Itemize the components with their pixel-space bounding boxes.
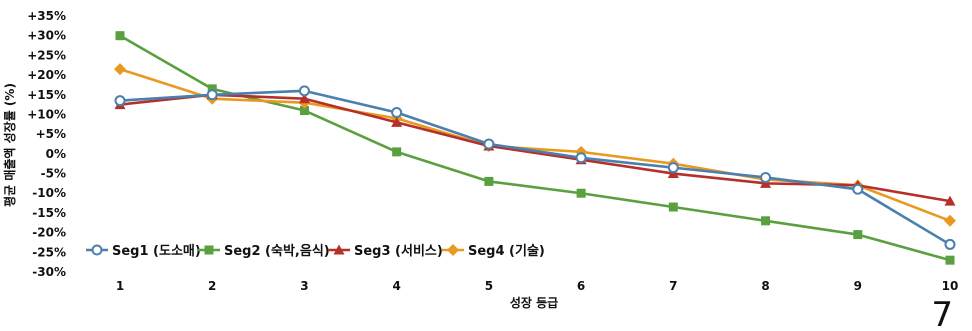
y-axis-ticks: +35% +30% +25% +20% +15% +10% +5% 0% -5% -10% -15%…	[27, 9, 66, 279]
data-point	[853, 230, 863, 240]
legend-item: Seg4 (기술)	[442, 244, 545, 259]
series-line	[119, 67, 951, 223]
series-layer	[114, 31, 956, 265]
y-tick-label: 0%	[46, 147, 66, 161]
y-tick-label: -20%	[32, 226, 66, 240]
data-point	[115, 31, 125, 41]
x-tick-label: 1	[116, 279, 124, 293]
data-point	[207, 84, 217, 94]
data-point	[114, 95, 126, 107]
legend-item: Seg3 (서비스)	[328, 244, 443, 259]
x-tick-label: 5	[485, 279, 493, 293]
x-axis-ticks: 1 2 3 4 5 6 7 8 9 10	[116, 279, 959, 293]
data-point	[944, 238, 956, 250]
data-point	[484, 176, 494, 186]
y-tick-label: +25%	[27, 48, 66, 62]
data-point	[944, 214, 956, 227]
legend-item: Seg2 (숙박,음식)	[198, 243, 330, 259]
data-point	[391, 116, 403, 127]
series-1	[114, 85, 956, 250]
page-number: 7	[931, 295, 953, 331]
legend-label: Seg1 (도소매)	[112, 244, 201, 259]
legend-marker	[333, 244, 345, 255]
series-4	[114, 63, 956, 227]
y-tick-label: +20%	[27, 68, 66, 82]
legend-item: Seg1 (도소매)	[86, 244, 201, 259]
data-point	[298, 85, 310, 97]
x-tick-label: 7	[669, 279, 677, 293]
x-tick-label: 8	[761, 279, 769, 293]
x-tick-label: 10	[942, 279, 959, 293]
y-tick-label: +5%	[36, 127, 66, 141]
data-point	[483, 138, 495, 150]
data-point	[575, 152, 587, 164]
y-tick-label: -5%	[41, 167, 66, 181]
series-line	[119, 89, 951, 246]
data-point	[668, 202, 678, 212]
data-point	[206, 89, 218, 101]
legend-marker	[91, 244, 103, 256]
data-point	[392, 147, 402, 157]
legend-marker	[204, 245, 214, 255]
x-axis-label: 성장 등급	[510, 296, 558, 310]
data-point	[298, 93, 310, 104]
x-tick-label: 4	[392, 279, 400, 293]
y-tick-label: -10%	[32, 186, 66, 200]
legend-label: Seg2 (숙박,음식)	[224, 243, 330, 259]
x-tick-label: 6	[577, 279, 585, 293]
data-point	[760, 171, 772, 183]
y-tick-label: +30%	[27, 29, 66, 43]
legend-label: Seg3 (서비스)	[354, 244, 443, 259]
y-axis-label: 평균 매출액 성장률 (%)	[2, 83, 17, 207]
x-tick-label: 9	[854, 279, 862, 293]
data-point	[945, 255, 955, 265]
y-tick-label: -15%	[32, 206, 66, 220]
legend: Seg1 (도소매) Seg2 (숙박,음식) Seg3 (서비스) Seg4 (기술…	[86, 243, 545, 259]
data-point	[576, 188, 586, 198]
legend-label: Seg4 (기술)	[468, 244, 545, 259]
y-tick-label: +15%	[27, 88, 66, 102]
y-tick-label: +10%	[27, 107, 66, 121]
data-point	[391, 106, 403, 118]
data-point	[852, 183, 864, 195]
x-tick-label: 3	[300, 279, 308, 293]
data-point	[299, 106, 309, 116]
x-tick-label: 2	[208, 279, 216, 293]
data-point	[761, 216, 771, 226]
y-tick-label: -25%	[32, 245, 66, 259]
y-tick-label: +35%	[27, 9, 66, 23]
data-point	[667, 162, 679, 174]
data-point	[114, 63, 126, 76]
data-point	[944, 195, 956, 206]
y-tick-label: -30%	[32, 265, 66, 279]
legend-marker	[447, 244, 459, 256]
